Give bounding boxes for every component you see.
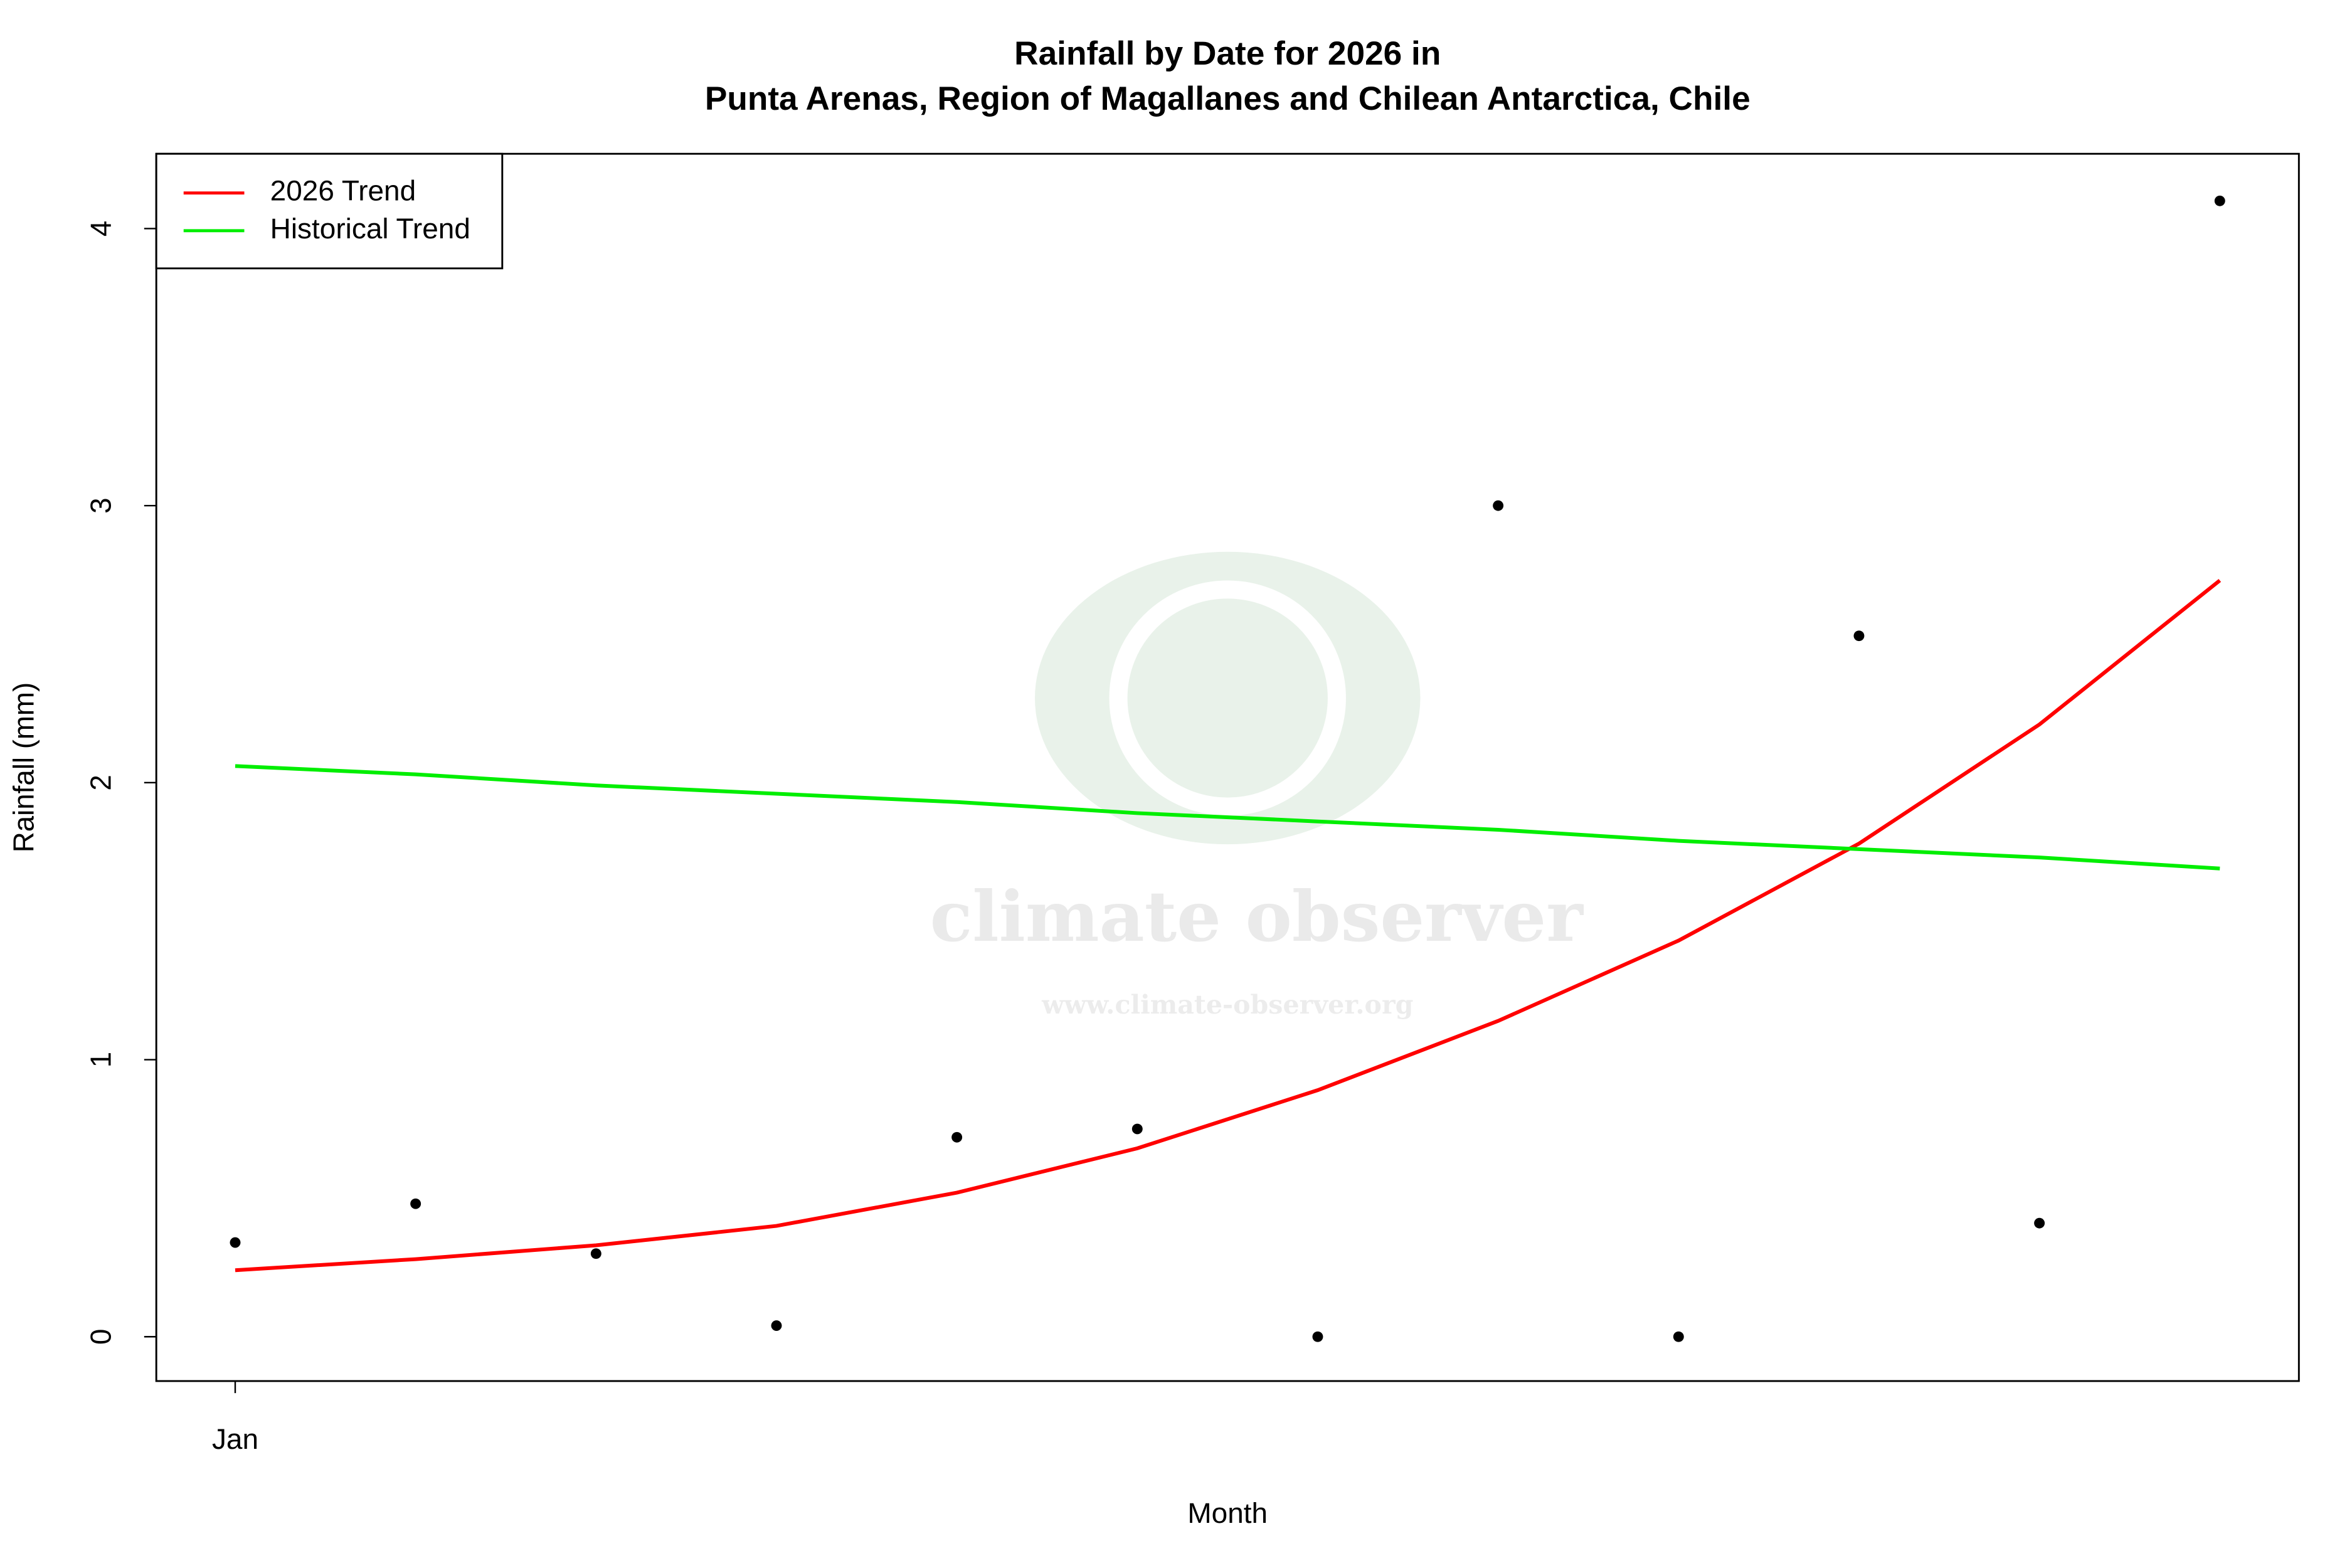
x-tick-label: Jan — [212, 1423, 258, 1455]
trend-line — [235, 764, 2220, 871]
y-axis-label: Rainfall (mm) — [8, 682, 40, 852]
data-point — [230, 1237, 241, 1248]
data-point — [771, 1320, 782, 1331]
chart-title: Rainfall by Date for 2026 in — [1014, 35, 1441, 72]
trend-line — [235, 579, 2222, 1273]
watermark: climate observer www.climate-observer.or… — [930, 551, 1584, 1020]
plot-frame — [155, 152, 2300, 1382]
y-tick-label: 2 — [85, 775, 117, 790]
data-point — [1493, 500, 1504, 511]
y-tick-label: 0 — [85, 1329, 117, 1345]
y-tick-label: 1 — [85, 1052, 117, 1067]
data-point — [590, 1248, 601, 1259]
y-tick-label: 3 — [85, 497, 117, 513]
watermark-logo — [1035, 551, 1421, 845]
chart-subtitle: Punta Arenas, Region of Magallanes and C… — [705, 80, 1751, 117]
legend-box — [155, 152, 504, 270]
data-point — [410, 1198, 421, 1209]
watermark-url: www.climate-observer.org — [1041, 990, 1413, 1020]
legend-label: 2026 Trend — [270, 175, 416, 207]
data-point — [1131, 1123, 1143, 1135]
data-point — [2034, 1217, 2045, 1229]
data-point — [951, 1131, 963, 1143]
y-tick-label: 4 — [85, 221, 117, 236]
x-axis-label: Month — [1187, 1497, 1268, 1529]
watermark-text: climate observer — [930, 876, 1584, 958]
data-point — [1673, 1331, 1684, 1342]
legend-label: Historical Trend — [270, 213, 470, 245]
data-point — [1853, 630, 1865, 642]
watermark-globe — [1109, 580, 1346, 816]
data-point — [2214, 195, 2225, 206]
data-point — [1312, 1331, 1323, 1342]
